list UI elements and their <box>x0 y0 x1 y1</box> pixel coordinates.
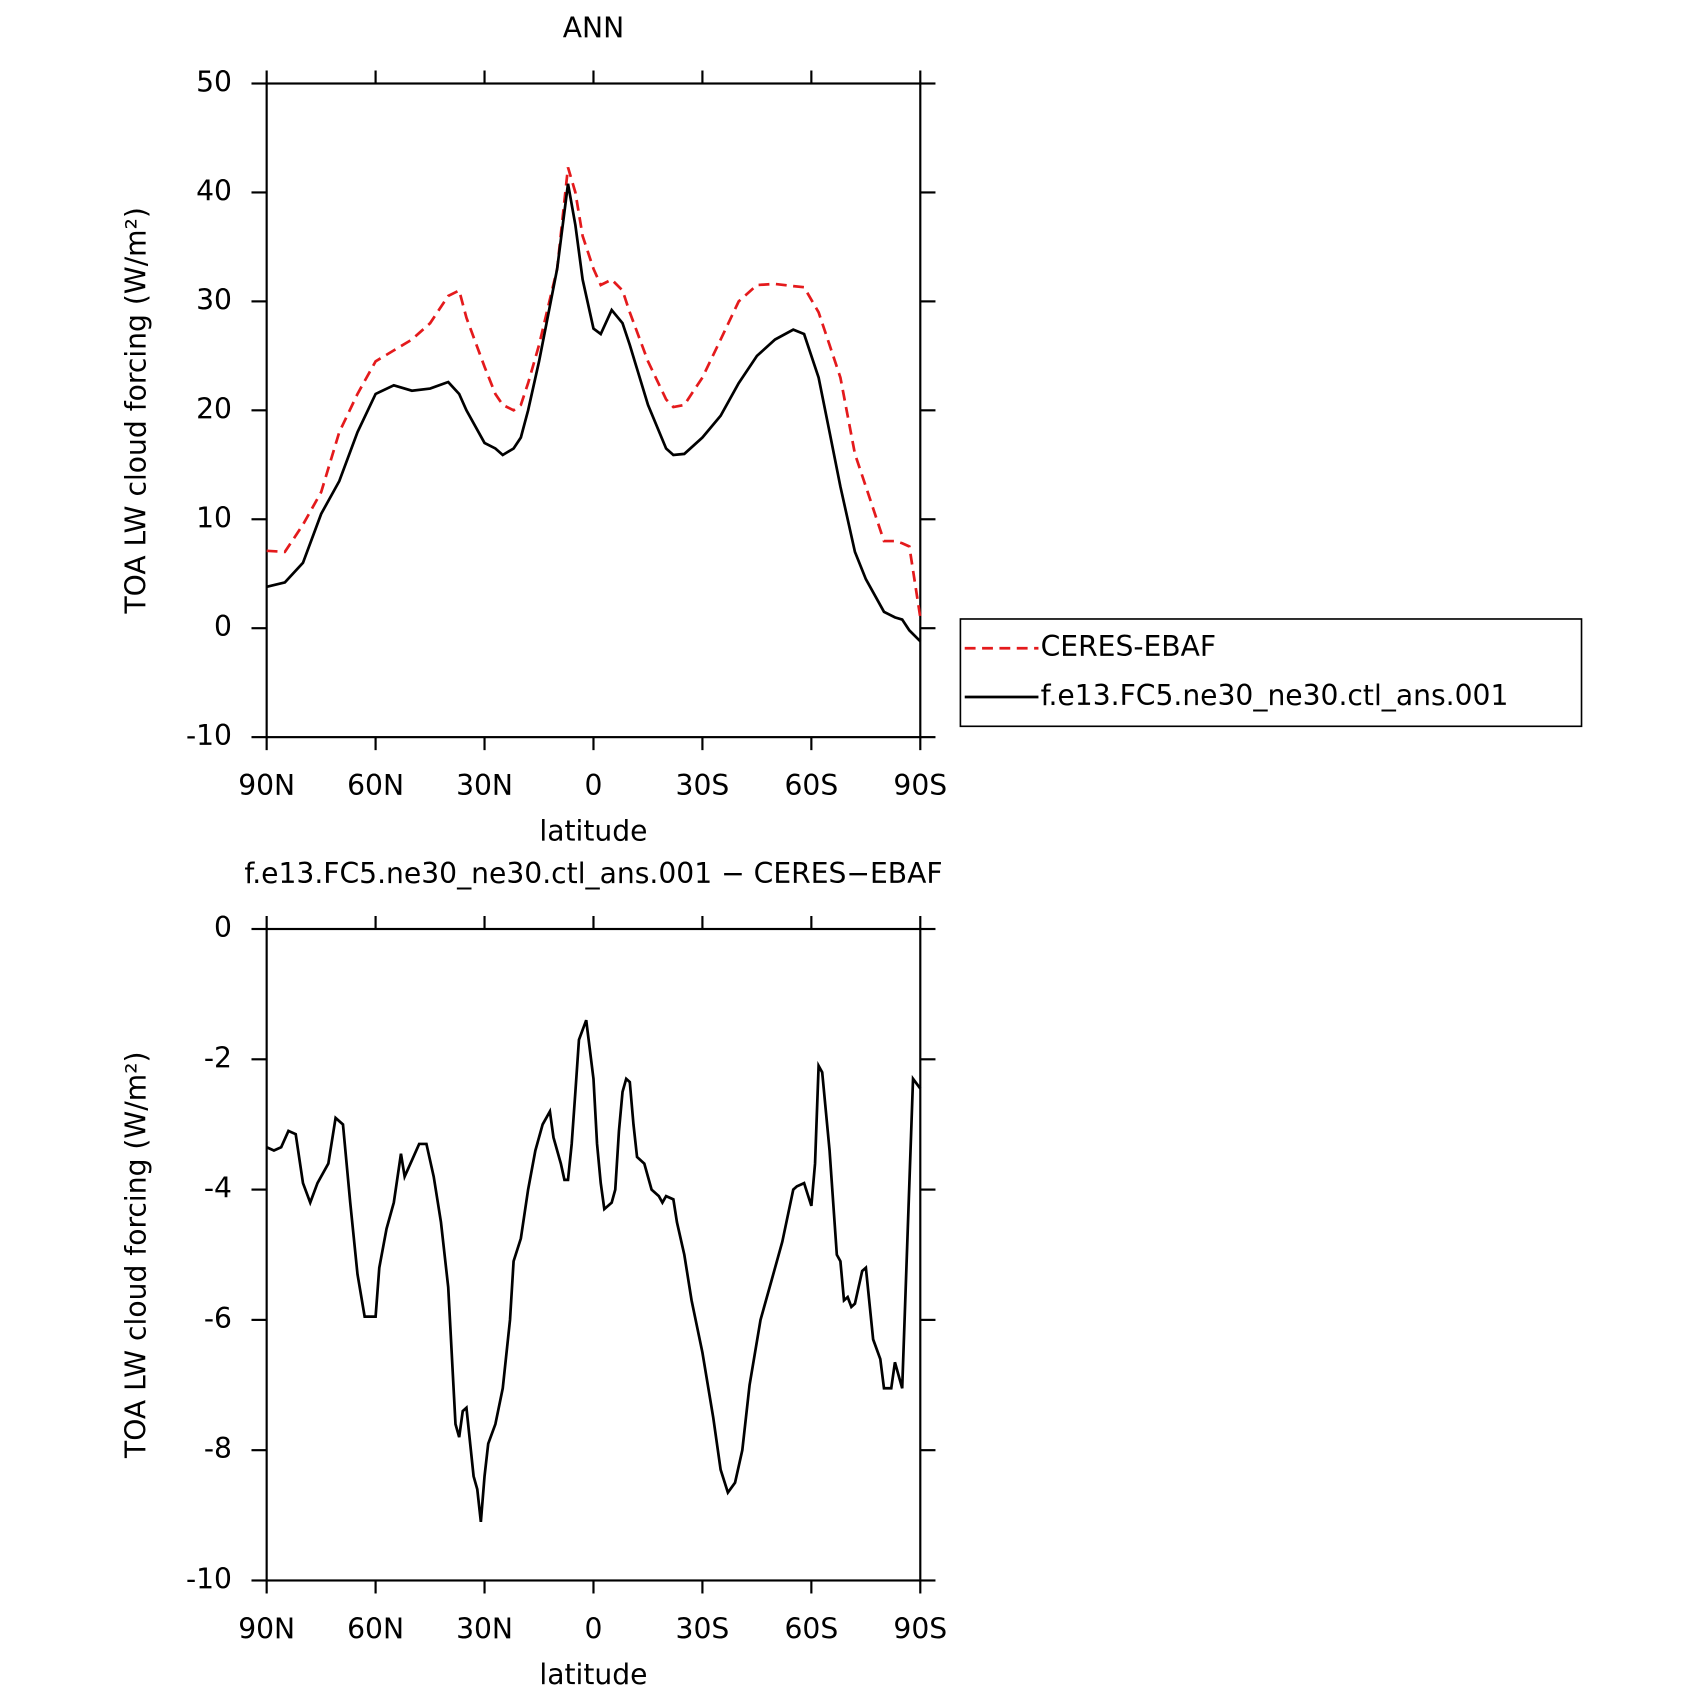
y-tick-label: 40 <box>196 174 232 207</box>
x-tick-label: 90S <box>893 1612 947 1645</box>
plot-frame <box>265 82 922 739</box>
y-tick-label: -8 <box>204 1432 232 1465</box>
data-line <box>266 167 922 618</box>
y-tick-label: -10 <box>186 1562 232 1595</box>
x-axis-label: latitude <box>539 1658 647 1691</box>
x-tick-label: 0 <box>585 769 603 802</box>
plot-frame <box>265 927 922 1582</box>
legend-label: f.e13.FC5.ne30_ne30.ctl_ans.001 <box>1041 679 1509 712</box>
chart-title: ANN <box>563 11 624 44</box>
x-tick-label: 90S <box>893 769 947 802</box>
legend-label: CERES-EBAF <box>1041 630 1217 663</box>
y-tick-label: 20 <box>196 392 232 425</box>
x-tick-label: 30S <box>676 1612 730 1645</box>
y-axis-label: TOA LW cloud forcing (W/m²) <box>120 1051 153 1458</box>
y-tick-label: 0 <box>214 610 232 643</box>
x-tick-label: 30S <box>676 769 730 802</box>
legend-box <box>959 618 1583 728</box>
chart-title: f.e13.FC5.ne30_ne30.ctl_ans.001 − CERES−… <box>244 857 942 890</box>
x-tick-label: 60N <box>347 769 404 802</box>
x-tick-label: 30N <box>456 1612 513 1645</box>
x-tick-label: 90N <box>238 769 295 802</box>
x-tick-label: 30N <box>456 769 513 802</box>
y-tick-label: 30 <box>196 283 232 316</box>
x-tick-label: 60S <box>784 769 838 802</box>
y-axis-label: TOA LW cloud forcing (W/m²) <box>120 207 153 614</box>
y-tick-label: -10 <box>186 719 232 752</box>
x-tick-label: 0 <box>585 1612 603 1645</box>
data-line <box>266 183 922 643</box>
data-line <box>266 1019 922 1522</box>
y-tick-label: -4 <box>204 1172 232 1205</box>
x-tick-label: 90N <box>238 1612 295 1645</box>
x-axis-label: latitude <box>539 815 647 848</box>
y-tick-label: 0 <box>214 911 232 944</box>
x-tick-label: 60N <box>347 1612 404 1645</box>
y-tick-label: 50 <box>196 66 232 99</box>
y-tick-label: -6 <box>204 1302 232 1335</box>
x-tick-label: 60S <box>784 1612 838 1645</box>
y-tick-label: -2 <box>204 1041 232 1074</box>
y-tick-label: 10 <box>196 501 232 534</box>
